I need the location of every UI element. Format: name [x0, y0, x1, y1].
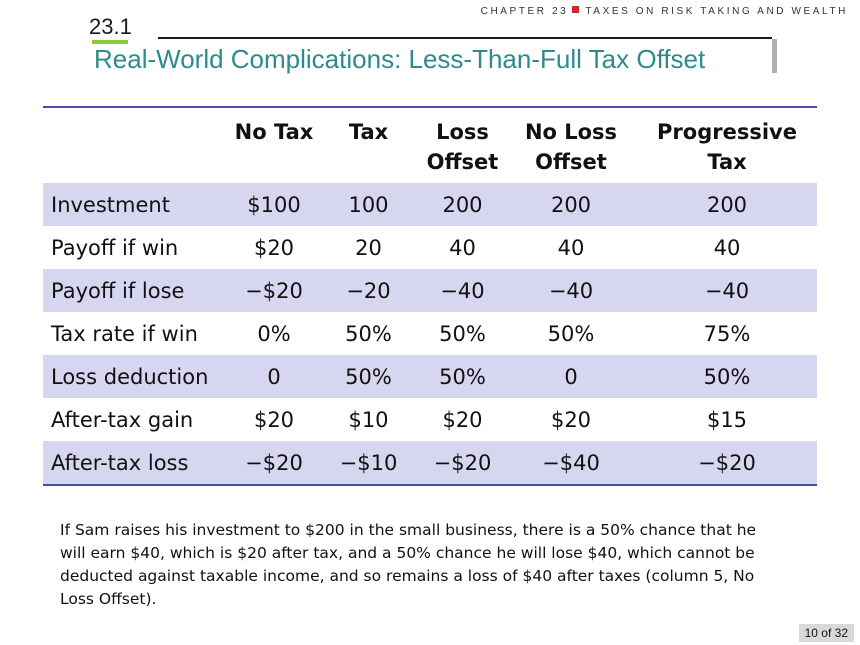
table-cell: −$20: [420, 441, 505, 486]
section-number: 23.1: [89, 14, 132, 39]
table-cell: −$10: [317, 441, 420, 486]
chapter-label: CHAPTER 23: [480, 6, 569, 17]
table-header-row: No Tax Tax Loss Offset No Loss Offset Prog…: [43, 106, 817, 183]
table-cell: −20: [317, 269, 420, 312]
row-label: Loss deduction: [43, 355, 231, 398]
table-cell: $20: [253, 235, 295, 260]
header-rule: [158, 37, 772, 39]
table-cell: 0: [231, 355, 317, 398]
table-row: Tax rate if win 0% 50% 50% 50% 75%: [43, 312, 817, 355]
header-rule-accent: [772, 39, 777, 73]
table-cell: −$20: [231, 269, 317, 312]
table-cell: −40: [420, 269, 505, 312]
table-cell: 40: [713, 235, 741, 260]
column-header: Tax: [317, 106, 420, 183]
table-cell: 0: [505, 355, 637, 398]
chapter-header: CHAPTER 23 TAXES ON RISK TAKING AND WEALT…: [481, 6, 848, 17]
table-cell: 40: [557, 235, 585, 260]
table-row: Payoff if win $20 20 40 40 40: [43, 226, 817, 269]
table-cell: −$20: [231, 441, 317, 486]
table-cell: 50%: [547, 321, 595, 346]
table-cell: 200: [637, 183, 817, 226]
row-label: Payoff if win: [51, 235, 179, 260]
row-label: After-tax loss: [43, 441, 231, 486]
table-cell: $20: [442, 407, 483, 432]
table-cell: −40: [637, 269, 817, 312]
row-label: Tax rate if win: [51, 321, 198, 346]
table-cell: 50%: [439, 321, 486, 346]
row-label: Investment: [43, 183, 231, 226]
explanatory-note: If Sam raises his investment to $200 in …: [60, 521, 757, 608]
table-row: Payoff if lose −$20 −20 −40 −40 −40: [43, 269, 817, 312]
table-cell: $20: [550, 407, 592, 432]
column-header: Progressive Tax: [637, 106, 817, 183]
table-row: After-tax gain $20 $10 $20 $20 $15: [43, 398, 817, 441]
table-row: After-tax loss −$20 −$10 −$20 −$40 −$20: [43, 441, 817, 486]
column-header: Loss Offset: [420, 106, 505, 183]
table-row: Loss deduction 0 50% 50% 0 50%: [43, 355, 817, 398]
column-header: No Loss Offset: [505, 106, 637, 183]
table-cell: 200: [420, 183, 505, 226]
table-cell: $15: [706, 407, 748, 432]
slide-title: Real-World Complications: Less-Than-Full…: [94, 44, 706, 74]
chapter-title: TAXES ON RISK TAKING AND WEALTH: [585, 6, 848, 17]
table-cell: 200: [505, 183, 637, 226]
row-label: After-tax gain: [51, 407, 194, 432]
table-cell: 50%: [317, 355, 420, 398]
table-cell: 0%: [257, 321, 291, 346]
tax-comparison-table: No Tax Tax Loss Offset No Loss Offset Prog…: [43, 106, 817, 486]
table-cell: −$40: [505, 441, 637, 486]
table-cell: 40: [449, 235, 476, 260]
page-number-badge: 10 of 32: [798, 624, 854, 642]
table-cell: 50%: [345, 321, 392, 346]
table-cell: $20: [253, 407, 295, 432]
table-cell: 50%: [420, 355, 505, 398]
square-bullet-icon: [572, 6, 580, 13]
table-cell: −40: [505, 269, 637, 312]
table-cell: $100: [231, 183, 317, 226]
row-label: Payoff if lose: [43, 269, 231, 312]
column-header: [43, 106, 231, 183]
table-cell: 75%: [703, 321, 751, 346]
table-row: Investment $100 100 200 200 200: [43, 183, 817, 226]
table-cell: 50%: [637, 355, 817, 398]
data-table: No Tax Tax Loss Offset No Loss Offset Prog…: [43, 106, 817, 486]
table-cell: 20: [355, 235, 382, 260]
table-cell: $10: [348, 407, 389, 432]
table-cell: 100: [317, 183, 420, 226]
table-cell: −$20: [637, 441, 817, 486]
column-header: No Tax: [231, 106, 317, 183]
section-underline: [92, 40, 128, 44]
